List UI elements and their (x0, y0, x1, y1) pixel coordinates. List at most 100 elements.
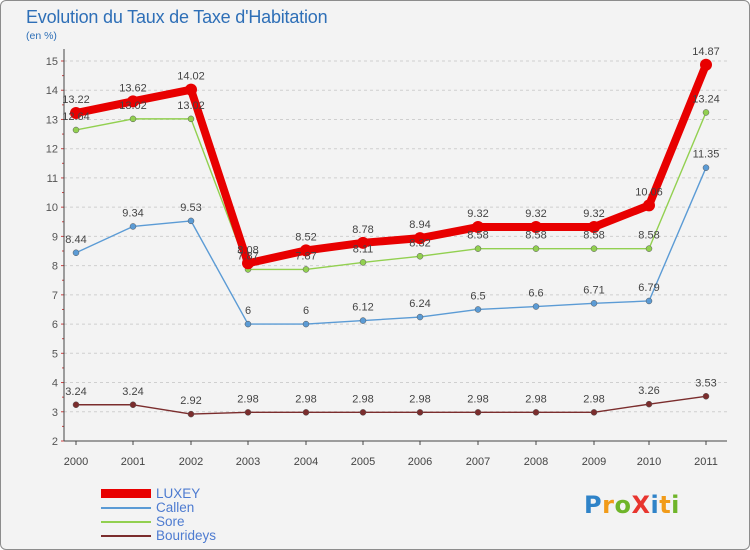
data-point-luxey (643, 199, 655, 212)
logo-letter: t (659, 491, 672, 519)
series-line-luxey (72, 60, 710, 268)
data-label-sore: 8.11 (353, 243, 374, 255)
x-tick-label: 2007 (466, 456, 490, 468)
data-label-bourideys: 2.98 (237, 393, 258, 405)
x-tick-label: 2001 (121, 456, 145, 468)
data-label-sore: 8.58 (467, 230, 488, 242)
data-label-luxey: 8.08 (237, 244, 258, 256)
data-label-sore: 13.24 (692, 93, 720, 105)
y-tick-label: 13 (46, 114, 58, 126)
data-label-sore: 13.02 (177, 100, 205, 112)
data-label-bourideys: 2.98 (525, 393, 546, 405)
y-tick-label: 7 (52, 290, 58, 302)
x-tick-label: 2005 (351, 456, 375, 468)
x-tick-label: 2002 (179, 456, 203, 468)
data-point-sore (302, 266, 310, 273)
x-tick-label: 2004 (294, 456, 318, 468)
data-label-luxey: 9.32 (525, 208, 546, 220)
logo-letter: i (671, 491, 680, 519)
legend-swatch-callen (101, 507, 151, 509)
data-label-sore: 7.87 (237, 250, 258, 262)
data-label-luxey: 9.32 (583, 208, 604, 220)
data-point-luxey (414, 232, 426, 245)
data-point-bourideys (645, 400, 653, 408)
y-tick-label: 9 (52, 231, 58, 243)
logo-letter: X (631, 491, 651, 519)
data-label-callen: 11.35 (693, 149, 720, 161)
data-label-luxey: 9.32 (467, 208, 488, 220)
data-point-callen (129, 223, 137, 230)
data-label-sore: 8.58 (525, 230, 546, 242)
data-label-bourideys: 2.98 (467, 393, 488, 405)
data-label-bourideys: 2.98 (409, 393, 430, 405)
legend-label: LUXEY (156, 486, 201, 501)
data-point-callen (702, 164, 710, 171)
data-point-luxey (472, 221, 484, 234)
data-label-callen: 6.6 (528, 288, 543, 300)
data-point-callen (244, 320, 252, 328)
x-tick-label: 2000 (64, 456, 88, 468)
x-tick-label: 2006 (408, 456, 432, 468)
data-point-callen (474, 306, 482, 313)
data-label-luxey: 14.02 (177, 71, 205, 83)
data-point-bourideys (416, 409, 424, 416)
data-label-callen: 6 (245, 305, 251, 317)
data-point-sore (187, 115, 195, 123)
data-label-bourideys: 3.53 (695, 377, 716, 389)
data-label-sore: 8.32 (409, 237, 430, 249)
y-tick-label: 6 (52, 319, 58, 331)
data-label-luxey: 10.06 (635, 186, 663, 198)
data-label-luxey: 8.94 (409, 219, 430, 231)
data-point-luxey (588, 221, 600, 234)
data-label-sore: 7.87 (295, 250, 316, 262)
logo-letter: P (584, 491, 603, 519)
chart-title: Evolution du Taux de Taxe d'Habitation (26, 7, 328, 27)
data-label-sore: 8.58 (583, 230, 604, 242)
data-point-luxey (700, 58, 712, 71)
data-label-bourideys: 2.92 (180, 395, 201, 407)
y-tick-label: 11 (47, 173, 58, 185)
data-point-callen (590, 300, 598, 307)
x-tick-label: 2011 (694, 456, 718, 468)
data-point-bourideys (302, 409, 310, 416)
legend-label: Callen (156, 500, 195, 515)
data-point-sore (416, 253, 424, 260)
data-point-sore (359, 259, 367, 266)
chart-unit-label: (en %) (26, 30, 57, 42)
data-point-bourideys (359, 409, 367, 416)
data-point-bourideys (474, 409, 482, 416)
data-point-bourideys (129, 401, 137, 409)
data-point-luxey (70, 107, 82, 120)
x-tick-label: 2008 (524, 456, 548, 468)
legend-swatch-luxey (101, 489, 151, 498)
data-point-luxey (530, 221, 542, 234)
data-point-sore (590, 245, 598, 252)
data-label-luxey: 8.52 (295, 231, 316, 243)
x-tick-label: 2003 (236, 456, 260, 468)
y-tick-label: 3 (52, 407, 58, 419)
data-point-luxey (242, 257, 254, 270)
logo-letter: o (614, 491, 632, 519)
y-tick-label: 14 (46, 85, 58, 97)
legend-label: Sore (156, 514, 185, 529)
y-tick-label: 8 (52, 261, 58, 273)
data-label-callen: 8.44 (65, 234, 86, 246)
legend-swatch-sore (101, 521, 151, 523)
data-label-luxey: 13.62 (119, 82, 147, 94)
data-label-callen: 9.34 (122, 207, 143, 219)
x-tick-label: 2009 (582, 456, 606, 468)
data-label-sore: 8.58 (638, 230, 659, 242)
data-label-sore: 13.02 (119, 100, 147, 112)
data-point-bourideys (187, 410, 195, 418)
data-label-callen: 9.53 (180, 202, 201, 214)
data-label-callen: 6.5 (470, 290, 485, 302)
data-point-callen (187, 217, 195, 225)
data-point-callen (645, 297, 653, 305)
y-tick-label: 10 (46, 202, 58, 214)
data-label-bourideys: 2.98 (583, 393, 604, 405)
y-tick-label: 5 (52, 348, 58, 360)
y-tick-label: 15 (46, 56, 58, 68)
x-tick-label: 2010 (637, 456, 661, 468)
data-point-sore (129, 115, 137, 123)
